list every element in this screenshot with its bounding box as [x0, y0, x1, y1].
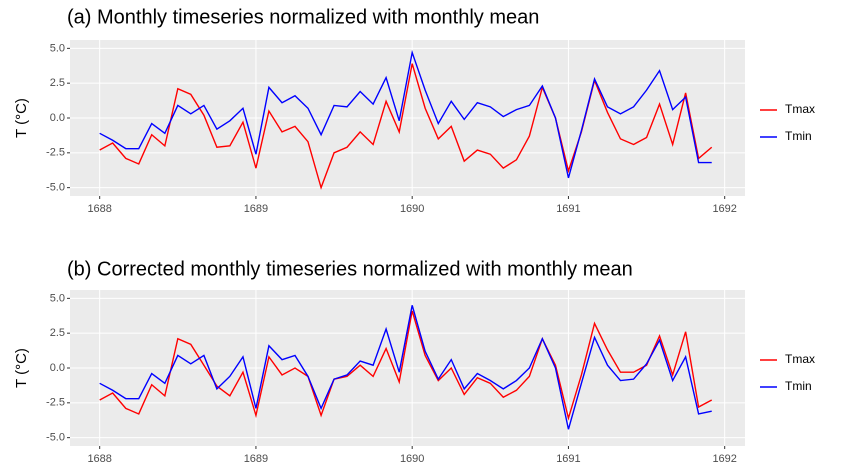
legend-label: Tmax — [785, 352, 815, 366]
legend-label: Tmin — [785, 129, 812, 143]
legend-label: Tmax — [785, 102, 815, 116]
x-tick-label: 1689 — [244, 203, 268, 215]
x-tick-label: 1688 — [87, 453, 111, 465]
y-tick-label: 5.0 — [50, 42, 65, 54]
y-tick-label: -2.5 — [46, 397, 65, 409]
series-line — [99, 305, 712, 430]
x-tick-label: 1689 — [244, 453, 268, 465]
y-tick-label: 2.5 — [50, 327, 65, 339]
y-tick-label: 5.0 — [50, 292, 65, 304]
x-tick-label: 1691 — [556, 203, 580, 215]
y-tick-label: 2.5 — [50, 77, 65, 89]
series-line — [99, 49, 712, 179]
y-tick-label: -5.0 — [46, 432, 65, 444]
y-axis-label: T (°C) — [13, 348, 30, 388]
x-tick-label: 1690 — [400, 453, 424, 465]
x-tick-label: 1691 — [556, 453, 580, 465]
y-tick-label: 0.0 — [50, 362, 65, 374]
y-axis-label: T (°C) — [13, 98, 30, 138]
x-tick-label: 1690 — [400, 203, 424, 215]
chart-title: (b) Corrected monthly timeseries normali… — [67, 258, 633, 280]
y-tick-label: 0.0 — [50, 112, 65, 124]
y-tick-label: -5.0 — [46, 182, 65, 194]
x-tick-label: 1688 — [87, 203, 111, 215]
chart-title: (a) Monthly timeseries normalized with m… — [67, 6, 539, 28]
legend-label: Tmin — [785, 379, 812, 393]
x-tick-label: 1692 — [712, 203, 736, 215]
series-line — [99, 63, 713, 190]
series-line — [99, 310, 713, 421]
x-tick-label: 1692 — [712, 453, 736, 465]
y-tick-label: -2.5 — [46, 147, 65, 159]
